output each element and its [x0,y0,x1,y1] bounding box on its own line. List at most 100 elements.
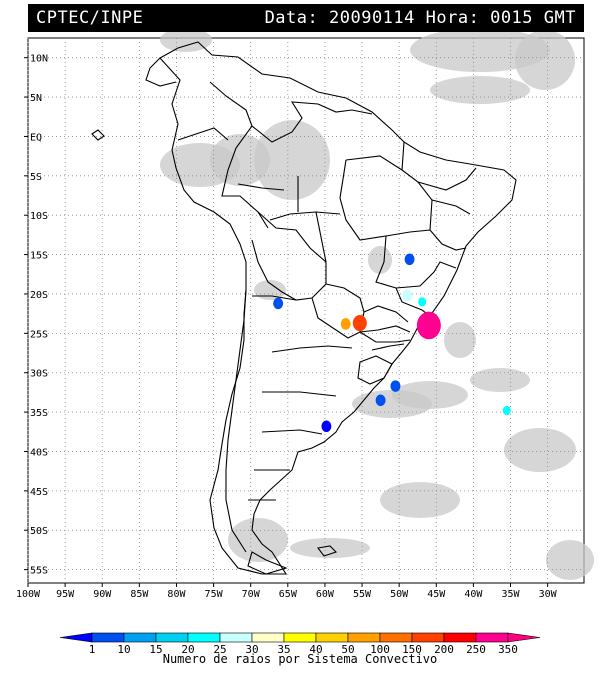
cloud-patch [392,381,468,409]
cloud-patch [410,28,550,72]
legend-title: Numero de raios por Sistema Convectivo [162,652,438,666]
longitude-label: 75W [205,589,224,600]
map-header: CPTEC/INPE Data: 20090114 Hora: 0015 GMT [28,4,584,32]
longitude-label: 100W [16,589,41,600]
latitude-label: 35S [30,408,48,419]
latitude-label: 30S [30,369,48,380]
satellite-cloud-layer [160,28,594,580]
cloud-patch [430,76,530,104]
border-uruguay [357,355,393,385]
longitude-label: 45W [427,589,446,600]
legend-label: 15 [149,643,162,656]
longitude-label: 50W [390,589,409,600]
legend-swatch [155,632,189,643]
cloud-patch [515,30,575,90]
latitude-label: 15S [30,251,48,262]
cloud-patch [290,538,370,558]
brazil-state-lines-5 [359,305,411,351]
cloud-patch [444,322,476,358]
latitude-label: 55S [30,566,48,577]
legend-swatch [187,632,221,643]
latitude-label: 45S [30,487,48,498]
latitude-label: 10N [30,54,48,65]
longitude-label: 70W [242,589,261,600]
lightning-system [402,289,413,302]
legend-label: 200 [434,643,454,656]
legend-label: 25 [213,643,226,656]
timestamp: Data: 20090114 Hora: 0015 GMT [265,8,576,28]
lightning-system [375,394,386,407]
latitude-labels: 10N 5N EQ 5S 10S 15S 20S 25S 30S 35S 40S 45S 50S 55S [24,54,48,577]
lightning-system [352,315,367,332]
lightning-systems-layer [273,253,511,433]
legend-swatch [219,632,253,643]
cloud-patch [504,428,576,472]
brazil-state-lines-1 [339,155,433,241]
falklands [317,545,338,557]
legend-swatch [443,632,477,643]
lightning-system [340,318,351,330]
tierra-del-fuego [247,551,288,575]
cloud-patch [254,120,330,200]
legend-swatch [91,632,125,643]
border-brazil-north [317,103,373,115]
date-label: Data: [264,8,319,28]
galapagos [91,129,105,141]
time-label: Hora: [425,8,480,28]
legend-swatch [283,632,317,643]
legend-label: 1 [89,643,96,656]
longitude-label: 90W [93,589,112,600]
legend-swatch [315,632,349,643]
legend-label: 35 [277,643,290,656]
cloud-patch [368,246,392,274]
lightning-system [502,405,511,416]
legend-swatch [251,632,285,643]
legend-label: 150 [402,643,422,656]
longitude-label: 95W [56,589,75,600]
lat-lon-grid [27,38,584,583]
legend-label: 40 [309,643,322,656]
lightning-system [390,380,401,392]
latitude-label: 5N [30,93,42,104]
longitude-label: 55W [353,589,372,600]
lightning-system [418,297,427,307]
cloud-patch [160,28,212,52]
color-legend-bar: 1 10 15 20 25 30 35 40 50 100 150 200 250 350 [59,632,541,656]
legend-label: 100 [370,643,390,656]
cloud-patch [254,280,286,300]
coastline-and-borders [91,41,517,575]
cloud-patch [380,482,460,518]
cloud-patch [546,540,594,580]
longitude-label: 35W [501,589,520,600]
lightning-system [273,297,284,310]
border-ecuador-peru [177,127,229,141]
border-argentina-bolivia [252,295,297,301]
longitude-label: 40W [464,589,483,600]
latitude-label: 50S [30,526,48,537]
lightning-system [416,311,441,340]
latitude-label: 20S [30,290,48,301]
longitude-label: 80W [167,589,186,600]
brazil-state-lines-2 [401,141,477,251]
time-value: 0015 [490,8,534,28]
lightning-system [321,420,332,433]
longitude-labels: 100W 95W 90W 85W 80W 75W 70W 65W 60W 55W 50W 45W 40W… [16,583,558,600]
brazil-state-lines-4 [237,176,341,263]
border-argentina-brazil [359,331,411,343]
longitude-label: 65W [279,589,298,600]
legend-swatch [379,632,413,643]
legend-label: 20 [181,643,194,656]
legend-swatch [347,632,381,643]
border-colombia-venezuela [209,81,319,143]
cloud-patch [228,518,288,562]
argentina-province-lines [248,345,353,501]
agency-title: CPTEC/INPE [36,8,144,28]
latitude-label: 25S [30,329,48,340]
legend-label: 50 [341,643,354,656]
legend-swatch [411,632,445,643]
latitude-label: 5S [30,172,42,183]
border-chile-argentina [225,289,247,553]
longitude-label: 85W [130,589,149,600]
